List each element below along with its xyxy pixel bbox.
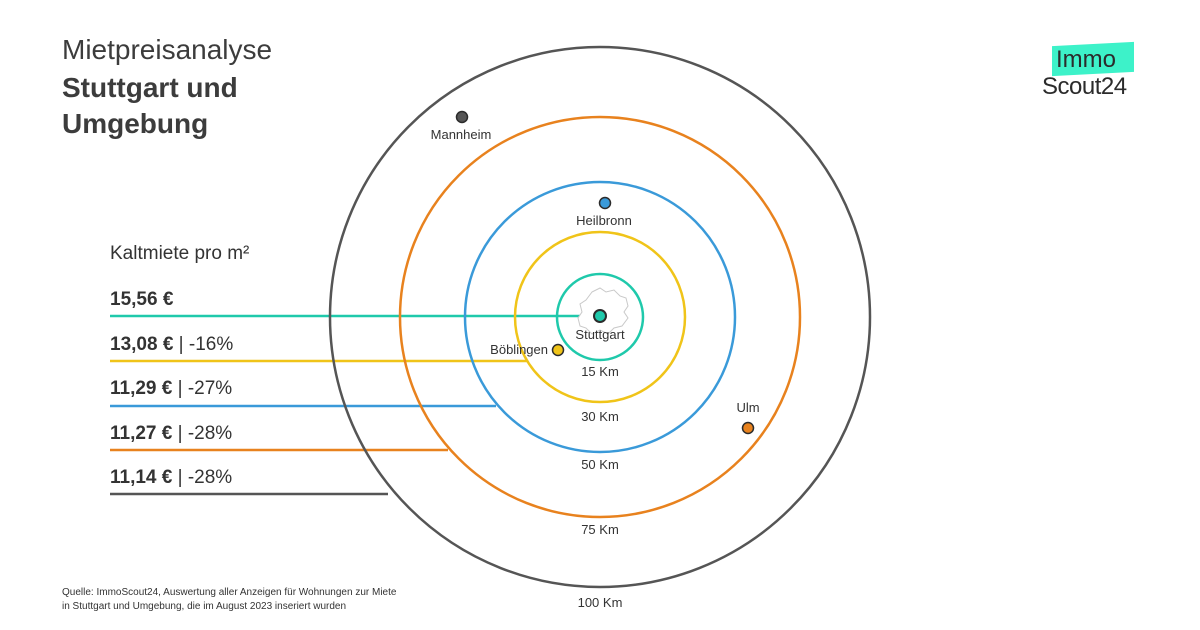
- rent-row-50km: 11,29 € | -27%: [110, 378, 232, 400]
- title-line-1: Mietpreisanalyse: [62, 34, 273, 65]
- ring-label-30km: 30 Km: [581, 409, 619, 424]
- rent-change: | -27%: [172, 378, 233, 399]
- immoscout24-logo: Immo Scout24: [1042, 41, 1142, 102]
- logo-text-immo: Immo: [1056, 46, 1116, 73]
- ring-100km: [328, 45, 872, 589]
- ring-15km: [555, 272, 645, 362]
- city-marker-mannheim: [455, 110, 469, 124]
- ring-label-50km: 50 Km: [581, 457, 619, 472]
- rent-value: 11,27 €: [110, 423, 173, 444]
- rent-change: | -28%: [172, 467, 233, 488]
- city-label-boeblingen: Böblingen: [490, 342, 548, 357]
- rent-heading: Kaltmiete pro m²: [110, 243, 250, 264]
- rent-row-100km: 11,14 € | -28%: [110, 467, 232, 489]
- title-line-2: Stuttgart und: [62, 72, 238, 103]
- ring-30km: [513, 230, 687, 404]
- ring-label-100km: 100 Km: [578, 595, 623, 610]
- city-label-heilbronn: Heilbronn: [576, 213, 632, 228]
- source-line-1: Quelle: ImmoScout24, Auswertung aller An…: [62, 587, 397, 598]
- city-marker-heilbronn: [598, 196, 612, 210]
- city-label-mannheim: Mannheim: [431, 127, 492, 142]
- city-label-stuttgart: Stuttgart: [575, 327, 625, 342]
- rent-row-75km: 11,27 € | -28%: [110, 423, 232, 445]
- title-line-3: Umgebung: [62, 108, 209, 139]
- ring-label-75km: 75 Km: [581, 522, 619, 537]
- city-label-ulm: Ulm: [736, 400, 759, 415]
- rent-change: | -28%: [172, 423, 233, 444]
- ring-75km: [398, 115, 802, 519]
- source-line-2: in Stuttgart und Umgebung, die im August…: [62, 601, 347, 612]
- title-main: Stuttgart und Umgebung: [62, 70, 322, 142]
- ring-50km: [463, 180, 737, 454]
- rent-value: 15,56 €: [110, 289, 174, 310]
- rent-value: 11,29 €: [110, 378, 173, 399]
- rent-value: 11,14 €: [110, 467, 173, 488]
- city-marker-boeblingen: [551, 343, 565, 357]
- rent-change: | -16%: [173, 334, 234, 355]
- city-marker-ulm: [741, 421, 755, 435]
- rent-value: 13,08 €: [110, 334, 174, 355]
- rent-row-15km: 15,56 €: [110, 289, 173, 311]
- source-note: Quelle: ImmoScout24, Auswertung aller An…: [62, 586, 482, 614]
- rent-row-30km: 13,08 € | -16%: [110, 334, 233, 356]
- city-marker-stuttgart: [593, 309, 607, 323]
- logo-text-scout24: Scout24: [1042, 73, 1127, 100]
- ring-label-15km: 15 Km: [581, 364, 619, 379]
